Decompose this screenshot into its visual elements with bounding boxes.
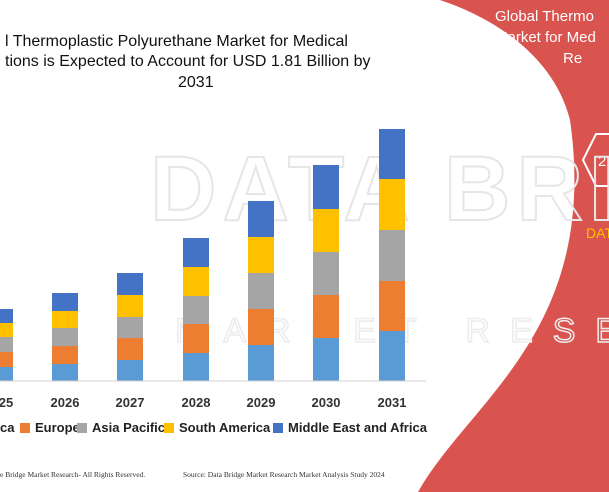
legend-item-asia-pacific: Asia Pacific [77,420,165,435]
bar-segment-2029-south-america [248,237,274,273]
footer-copyright: e Bridge Market Research- All Rights Res… [0,470,146,479]
legend-swatch [164,422,174,433]
footer-source: Source: Data Bridge Market Research Mark… [183,470,385,479]
legend-label: Europe [35,420,80,435]
bar-segment-2028-asia-pacific [183,296,209,324]
bar-segment-2031-middle-east-and-africa [379,129,405,179]
chart-legend: ca Europe Asia Pacific South America Mid… [0,420,440,440]
legend-swatch [77,422,87,433]
bar-segment-2029-asia-pacific [248,273,274,309]
bar-segment-2029-middle-east-and-africa [248,201,274,237]
x-tick-label: 2027 [116,395,145,410]
bar-segment-2027-middle-east-and-africa [117,273,143,295]
bar-segment-2025-asia-pacific [0,337,13,352]
bar-segment-2028-europe [183,324,209,353]
x-tick-label: 2029 [247,395,276,410]
bar-segment-2026-south-america [52,311,78,328]
bar-segment-2029-north-america [248,345,274,381]
chart-title-line-2: tions is Expected to Account for USD 1.8… [5,53,371,70]
bar-segment-2028-south-america [183,267,209,296]
bar-segment-2030-north-america [313,338,339,381]
bar-segment-2028-north-america [183,353,209,381]
bar-segment-2027-south-america [117,295,143,317]
bar-segment-2027-north-america [117,360,143,381]
x-tick-labels: 25 2026 2027 2028 2029 2030 2031 [0,395,406,410]
legend-item-south-america: South America [164,420,270,435]
bar-segment-2026-europe [52,346,78,364]
bar-segment-2026-north-america [52,364,78,381]
panel-title-line-3: Re [563,50,583,67]
panel-title-line-2: Market for Med [495,29,596,46]
x-tick-label: 25 [0,395,13,410]
bar-segment-2030-europe [313,295,339,338]
bar-segment-2031-europe [379,281,405,331]
bar-segment-2025-south-america [0,323,13,337]
chart-title-line-1: l Thermoplastic Polyurethane Market for … [5,33,348,50]
legend-label: Middle East and Africa [288,420,427,435]
bar-segment-2025-north-america [0,367,13,381]
bar-segment-2025-europe [0,352,13,367]
x-tick-label: 2028 [182,395,211,410]
bar-series-group [0,129,405,381]
bar-segment-2025-middle-east-and-africa [0,309,13,323]
legend-swatch [20,422,30,433]
bar-segment-2027-asia-pacific [117,317,143,338]
bar-segment-2031-north-america [379,331,405,381]
hexagon-badge-text: 2 [598,153,606,170]
bar-segment-2030-asia-pacific [313,252,339,295]
legend-item-north-america: ca [0,420,14,435]
hexagon-badge-icon [581,133,609,187]
legend-swatch [273,422,283,433]
bar-segment-2029-europe [248,309,274,345]
panel-title-line-1: Global Thermo [495,8,594,25]
bar-segment-2030-south-america [313,209,339,252]
legend-item-europe: Europe [20,420,80,435]
legend-label: South America [179,420,271,435]
bar-segment-2028-middle-east-and-africa [183,238,209,267]
chart-title-line-3: 2031 [178,74,214,91]
bar-segment-2031-asia-pacific [379,230,405,281]
bar-segment-2030-middle-east-and-africa [313,165,339,209]
bar-segment-2026-asia-pacific [52,328,78,346]
x-tick-label: 2030 [312,395,341,410]
x-tick-label: 2031 [378,395,407,410]
x-tick-label: 2026 [51,395,80,410]
legend-label: ca [0,420,15,435]
bar-segment-2026-middle-east-and-africa [52,293,78,311]
legend-label: Asia Pacific [92,420,165,435]
bar-segment-2027-europe [117,338,143,360]
bar-segment-2031-south-america [379,179,405,230]
report-panel-background [418,0,609,492]
legend-item-middle-east-africa: Middle East and Africa [273,420,427,435]
panel-brand-fragment: DAT [586,225,609,241]
